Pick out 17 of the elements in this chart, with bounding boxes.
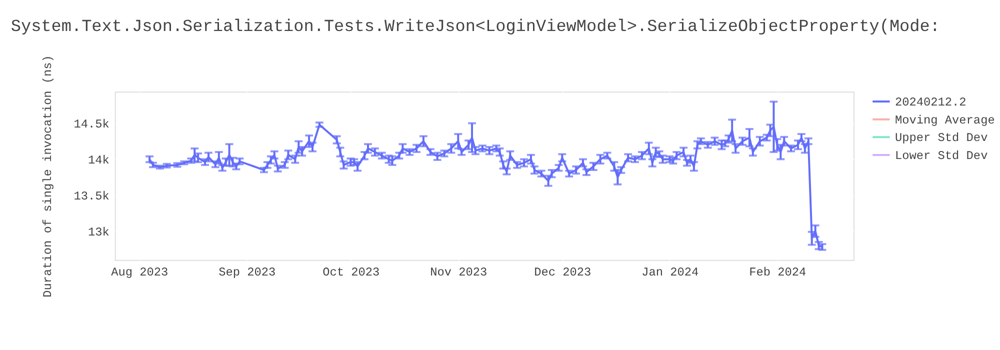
legend-label: Upper Std Dev [895, 131, 988, 146]
y-tick-label: 13k [88, 226, 110, 240]
x-tick-label: Nov 2023 [430, 265, 488, 280]
legend-label: 20240212.2 [895, 95, 966, 110]
legend-label: Moving Average [895, 113, 995, 128]
x-tick-label: Aug 2023 [111, 265, 168, 280]
x-tick-label: Feb 2024 [749, 265, 806, 280]
y-tick-label: 14k [88, 154, 110, 168]
x-tick-label: Jan 2024 [642, 265, 699, 280]
x-tick-label: Oct 2023 [322, 265, 380, 280]
chart-title: System.Text.Json.Serialization.Tests.WriteJson<LoginViewModel>.SerializeObjectProperty(Mode: [10, 18, 940, 37]
x-tick-label: Sep 2023 [218, 265, 276, 280]
y-axis-title: Duration of single invocation (ns) [40, 55, 55, 298]
y-tick-label: 14.5k [74, 118, 110, 132]
y-tick-label: 13.5k [74, 190, 110, 204]
legend-label: Lower Std Dev [895, 148, 988, 163]
x-tick-label: Dec 2023 [534, 265, 592, 280]
